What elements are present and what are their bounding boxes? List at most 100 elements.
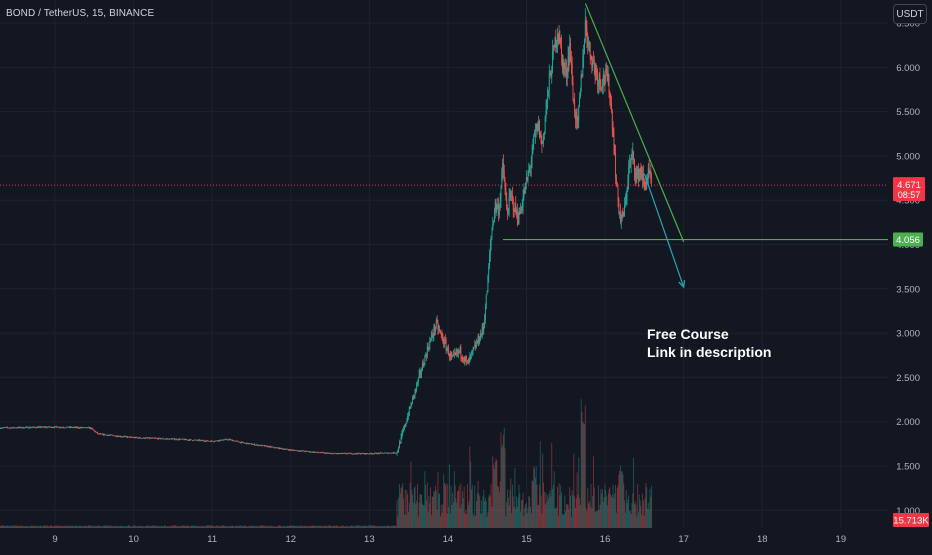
candle-body	[15, 428, 16, 429]
candle-body	[226, 439, 227, 440]
volume-bar	[153, 526, 154, 528]
candle-body	[213, 442, 214, 443]
volume-bar	[119, 527, 120, 528]
volume-bar	[550, 497, 551, 528]
volume-bar	[648, 502, 649, 528]
candle-body	[623, 214, 624, 216]
volume-bar	[282, 527, 283, 528]
volume-bar	[501, 447, 502, 528]
candle-body	[44, 427, 45, 428]
volume-bar	[69, 526, 70, 528]
volume-bar	[365, 525, 366, 528]
volume-bar	[564, 514, 565, 528]
volume-bar	[495, 462, 496, 528]
candle-body	[352, 453, 353, 454]
candle-body	[91, 428, 92, 429]
candle-body	[638, 169, 639, 181]
candle-body	[321, 452, 322, 453]
volume-bar	[649, 509, 650, 528]
volume-bar	[270, 525, 271, 528]
volume-bar	[57, 526, 58, 528]
candle-body	[284, 449, 285, 450]
candle-body	[594, 60, 595, 65]
volume-bar	[401, 488, 402, 528]
candle-body	[144, 438, 145, 439]
candle-body	[522, 207, 523, 210]
candle-body	[83, 428, 84, 429]
volume-bar	[395, 525, 396, 528]
candle-body	[595, 70, 596, 74]
volume-bar	[547, 495, 548, 528]
volume-bar	[355, 525, 356, 528]
candle-body	[563, 61, 564, 69]
candle-body	[9, 428, 10, 429]
volume-bar	[338, 527, 339, 528]
volume-bar	[586, 508, 587, 528]
currency-button[interactable]: USDT	[893, 4, 927, 24]
volume-bar	[631, 514, 632, 528]
symbol-title[interactable]: BOND / TetherUS, 15, BINANCE	[6, 8, 154, 19]
volume-bar	[361, 526, 362, 528]
candle-body	[489, 255, 490, 268]
candle-body	[480, 334, 481, 341]
volume-bar	[599, 510, 600, 528]
volume-bar	[124, 526, 125, 528]
candle-body	[49, 427, 50, 428]
candle-body	[591, 59, 592, 68]
volume-bar	[5, 526, 6, 528]
descending-trendline[interactable]	[585, 4, 683, 242]
candle-body	[252, 444, 253, 445]
volume-bar	[162, 526, 163, 528]
volume-bar	[441, 505, 442, 528]
volume-bar	[582, 422, 583, 528]
volume-bar	[378, 526, 379, 528]
volume-bar	[14, 526, 15, 528]
candle-body	[474, 345, 475, 347]
candle-body	[106, 435, 107, 436]
candle-body	[17, 428, 18, 429]
volume-bar	[632, 493, 633, 528]
volume-bar	[2, 525, 3, 528]
time-axis	[0, 528, 932, 550]
candle-body	[18, 427, 19, 428]
candle-body	[233, 441, 234, 442]
candle-body	[438, 329, 439, 330]
candle-body	[575, 115, 576, 121]
volume-bar	[452, 493, 453, 528]
candle-body	[468, 361, 469, 364]
volume-bar	[374, 526, 375, 528]
volume-bar	[84, 526, 85, 528]
volume-bar	[481, 500, 482, 528]
volume-bar	[401, 486, 402, 528]
projection-arrow[interactable]	[644, 174, 683, 287]
volume-bar	[160, 527, 161, 528]
volume-bar	[299, 526, 300, 528]
volume-bar	[177, 526, 178, 528]
volume-bar	[261, 525, 262, 528]
volume-bar	[326, 526, 327, 528]
volume-bar	[351, 525, 352, 528]
candle-body	[494, 212, 495, 221]
candle-body	[316, 452, 317, 453]
volume-bar	[3, 525, 4, 528]
candle-body	[418, 378, 419, 383]
volume-bar	[23, 526, 24, 528]
volume-bar	[388, 526, 389, 528]
candle-body	[640, 169, 641, 172]
candle-body	[191, 440, 192, 441]
volume-bar	[460, 484, 461, 528]
candle-body	[554, 46, 555, 47]
volume-bar	[76, 526, 77, 528]
annotation-line-1[interactable]: Free Course	[647, 326, 729, 342]
candle-body	[215, 441, 216, 442]
volume-bar	[161, 526, 162, 528]
volume-bar	[262, 525, 263, 528]
volume-bar	[345, 526, 346, 528]
candle-body	[383, 453, 384, 454]
candle-body	[394, 452, 395, 453]
annotation-line-2[interactable]: Link in description	[647, 344, 771, 360]
grid	[0, 0, 888, 528]
volume-bar	[622, 474, 623, 528]
